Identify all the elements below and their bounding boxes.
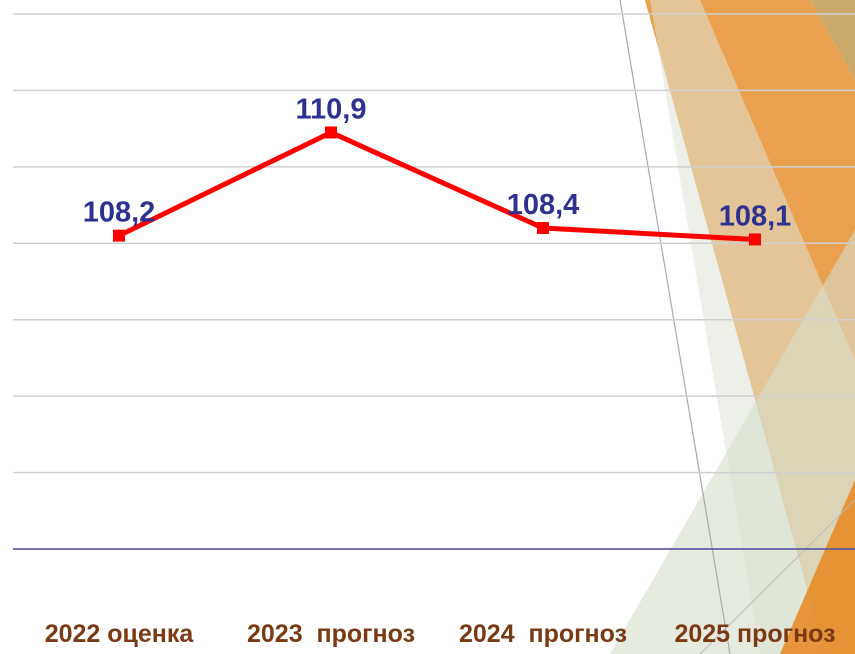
decoration: [610, 0, 855, 654]
value-label: 108,2: [83, 197, 156, 229]
value-label: 110,9: [296, 93, 367, 125]
value-label: 108,4: [507, 189, 580, 221]
x-tick-label: 2022 оценка: [45, 620, 195, 648]
x-tick-label: 2023 прогноз: [247, 620, 415, 648]
marker: [749, 233, 761, 246]
green-triangle: [610, 230, 855, 654]
marker: [537, 222, 549, 234]
x-tick-label: 2025 прогноз: [674, 620, 835, 648]
marker: [325, 126, 337, 139]
deco-line: [699, 499, 855, 654]
deco-line: [619, 0, 731, 654]
orange-triangle: [780, 480, 855, 654]
marker: [113, 229, 125, 242]
tan-shape: [810, 0, 855, 80]
x-tick-label: 2024 прогноз: [459, 620, 627, 648]
value-label: 108,1: [719, 200, 792, 232]
line: [117, 129, 756, 242]
